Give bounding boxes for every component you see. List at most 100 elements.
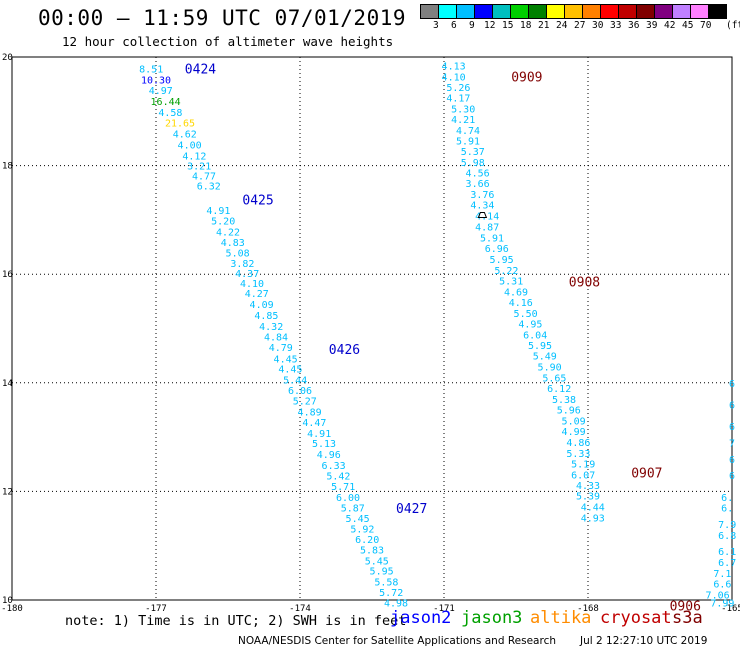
wave-height-value: 5.45 (346, 514, 370, 525)
color-scale-label: 21 (538, 20, 550, 31)
wave-height-value: 4.37 (235, 269, 259, 280)
wave-height-value: 4.22 (216, 227, 240, 238)
wave-height-value: 5.95 (370, 567, 394, 578)
wave-height-value: 5.95 (528, 341, 552, 352)
x-tick-label: -177 (145, 604, 167, 614)
wave-height-value: 5.27 (293, 397, 317, 408)
wave-height-value: 6 (729, 422, 735, 433)
color-scale-label: 27 (574, 20, 586, 31)
wave-height-value: 6.6 (713, 580, 731, 591)
color-scale-label: 70 (700, 20, 712, 31)
color-scale-label: 30 (592, 20, 604, 31)
credit-text: NOAA/NESDIS Center for Satellite Applica… (238, 635, 556, 647)
ship-icon (477, 211, 488, 218)
wave-height-value: 4.84 (264, 333, 288, 344)
wave-height-value: 5.72 (379, 588, 403, 599)
wave-height-value: 6.32 (197, 182, 221, 193)
color-scale-label: 18 (520, 20, 532, 31)
color-swatch (708, 4, 727, 19)
color-scale-label: 45 (682, 20, 694, 31)
color-scale-label: 42 (664, 20, 676, 31)
wave-height-value: 4.89 (298, 408, 322, 419)
wave-height-value: 5.92 (350, 524, 374, 535)
footer-note: note: 1) Time is in UTC; 2) SWH is in fe… (65, 613, 407, 629)
color-scale-bar (420, 4, 727, 19)
color-scale-label: 3 (433, 20, 439, 31)
wave-height-value: 21.65 (165, 119, 195, 130)
wave-height-value: 5.83 (360, 546, 384, 557)
wave-height-value: 4.91 (307, 429, 331, 440)
legend-item-altika: altika (530, 608, 592, 628)
wave-height-value: 5.30 (451, 105, 475, 116)
wave-height-value: 4.77 (192, 171, 216, 182)
wave-height-value: 5.31 (499, 277, 523, 288)
x-tick-label: -171 (433, 604, 455, 614)
wave-height-value: 10.30 (141, 75, 171, 86)
wave-height-value: 5.19 (571, 460, 595, 471)
color-scale-label: 33 (610, 20, 622, 31)
wave-height-value: 5.08 (226, 248, 250, 259)
wave-height-value: 5.44 (283, 376, 307, 387)
pass-time-label: 0909 (511, 71, 542, 86)
wave-height-value: 5.13 (312, 439, 336, 450)
wave-height-value: 6 (729, 471, 735, 482)
wave-height-value: 4.14 (475, 212, 499, 223)
wave-height-value: 4.91 (206, 206, 230, 217)
color-scale-label: 15 (502, 20, 514, 31)
pass-time-label: 0425 (242, 193, 273, 208)
wave-height-value: 7.9 (718, 520, 736, 531)
pass-time-label: 0906 (670, 599, 701, 614)
color-scale-label: 24 (556, 20, 568, 31)
wave-height-value: 4.74 (456, 126, 480, 137)
wave-height-value: 4.44 (581, 503, 605, 514)
wave-height-value: 4.13 (442, 62, 466, 73)
wave-height-value: 7 (729, 439, 735, 450)
wave-height-value: 4.10 (442, 73, 466, 84)
wave-height-value: 3.21 (187, 162, 211, 173)
wave-height-value: 3.76 (470, 190, 494, 201)
page-title: 00:00 – 11:59 UTC 07/01/2019 (38, 6, 407, 30)
wave-height-value: 4.93 (581, 513, 605, 524)
wave-height-value: 5.45 (365, 556, 389, 567)
wave-height-value: 4.12 (182, 151, 206, 162)
x-tick-label: -174 (289, 604, 311, 614)
wave-height-value: 6.04 (523, 330, 547, 341)
wave-height-value: 5.49 (533, 352, 557, 363)
wave-height-value: 6 (729, 401, 735, 412)
wave-height-value: 3.82 (230, 259, 254, 270)
wave-height-value: 4.99 (562, 427, 586, 438)
map-frame (11, 56, 733, 601)
wave-height-value: 6.33 (322, 461, 346, 472)
wave-height-value: 4.17 (446, 94, 470, 105)
wave-height-value: 5.91 (480, 233, 504, 244)
wave-height-value: 5.20 (211, 216, 235, 227)
wave-height-value: 4.96 (317, 450, 341, 461)
wave-height-value: 6.07 (571, 471, 595, 482)
wave-height-value: 7.99 (710, 599, 734, 610)
wave-height-value: 5.37 (461, 147, 485, 158)
wave-height-value: 5.90 (538, 363, 562, 374)
wave-height-value: 6.96 (485, 244, 509, 255)
y-tick-label: 20 (2, 53, 13, 63)
color-scale-label: 12 (484, 20, 496, 31)
wave-height-value: 6.8 (718, 531, 736, 542)
wave-height-value: 4.34 (470, 201, 494, 212)
color-scale-label: 9 (469, 20, 475, 31)
wave-height-value: 4.62 (173, 130, 197, 141)
wave-height-value: 5.58 (374, 578, 398, 589)
page-subtitle: 12 hour collection of altimeter wave hei… (62, 34, 394, 49)
wave-height-value: 6.7 (718, 558, 736, 569)
wave-height-value: 6 (729, 379, 735, 390)
wave-height-value: 5.39 (576, 492, 600, 503)
legend-item-jason2: jason2 (390, 608, 452, 628)
wave-height-value: 16.44 (151, 97, 181, 108)
y-tick-label: 18 (2, 162, 13, 172)
pass-time-label: 0427 (396, 502, 427, 517)
wave-height-value: 6.00 (336, 493, 360, 504)
wave-height-value: 4.56 (466, 169, 490, 180)
wave-height-value: 4.69 (504, 288, 528, 299)
color-scale-label: (ft) (726, 20, 740, 31)
wave-height-value: 4.79 (269, 343, 293, 354)
x-tick-label: -168 (577, 604, 599, 614)
